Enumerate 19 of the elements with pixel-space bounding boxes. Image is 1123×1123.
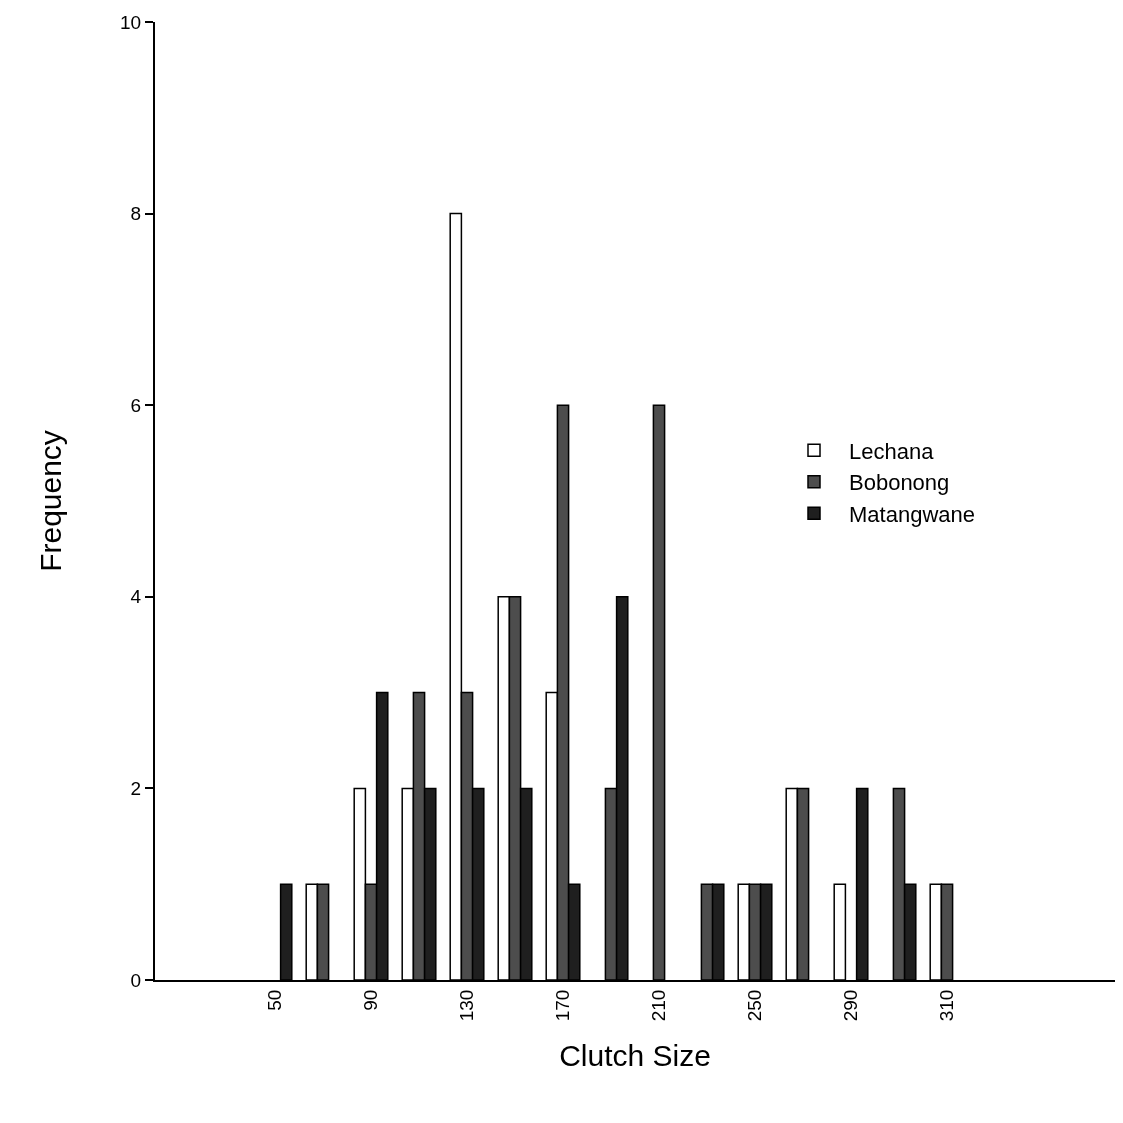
legend-label: Lechana	[849, 438, 935, 464]
x-tick-label: 50	[264, 989, 286, 1011]
x-tick-label: 130	[456, 989, 478, 1022]
x-tick-label: 170	[552, 989, 574, 1022]
x-tick-label: 210	[648, 989, 670, 1022]
y-tick-label: 6	[130, 394, 142, 416]
x-tick-label: 310	[936, 989, 958, 1022]
y-axis-title: Frequency	[33, 430, 67, 572]
y-tick-label: 0	[130, 969, 142, 991]
legend-label: Bobonong	[849, 470, 950, 496]
x-axis-title: Clutch Size	[559, 1039, 711, 1073]
x-tick-label: 250	[744, 989, 766, 1022]
y-tick-label: 2	[130, 778, 142, 800]
y-tick-label: 4	[130, 586, 142, 608]
x-tick-label: 290	[840, 989, 862, 1022]
y-tick-label: 8	[130, 203, 142, 225]
y-tick-label: 10	[120, 11, 142, 33]
x-tick-label: 90	[360, 989, 382, 1011]
legend-label: Matangwane	[849, 501, 975, 527]
